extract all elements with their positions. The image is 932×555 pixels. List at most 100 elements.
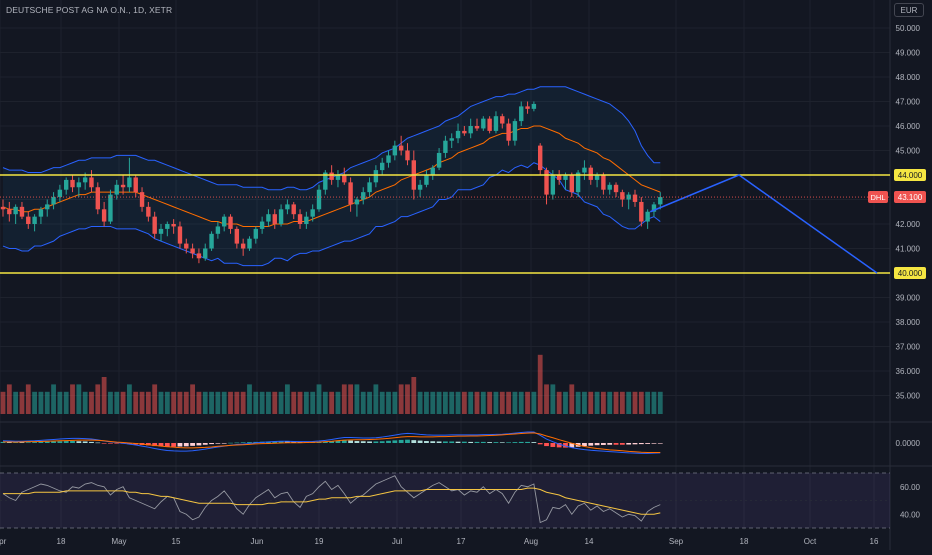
volume-bar [392,391,398,414]
candle-body [108,194,113,222]
candle-body [512,121,518,141]
volume-bar [417,391,423,414]
time-axis-label: Sep [669,537,684,546]
volume-bar [285,384,290,414]
volume-bar [38,391,44,414]
time-axis-label: Jul [392,537,402,546]
symbol-title[interactable]: DEUTSCHE POST AG NA O.N., 1D, XETR [6,5,173,15]
macd-histogram-bar [57,441,63,443]
projection-path [649,174,878,274]
volume-bar [367,391,372,414]
macd-histogram-bar [487,442,493,443]
price-axis-label: 38.000 [896,318,921,327]
volume-bar [101,377,107,414]
macd-histogram-bar [607,443,613,445]
volume-bar [544,384,549,414]
macd-histogram-bar [379,441,385,443]
candle-body [632,194,638,202]
candle-body [95,187,100,210]
volume-bar [455,391,461,414]
price-axis-label: 42.000 [896,220,921,229]
candle-body [133,177,138,193]
volume-bar [354,384,360,414]
candle-body [468,126,473,134]
macd-histogram-bar [348,440,353,443]
volume-bar [202,391,208,414]
macd-histogram-bar [32,442,37,443]
macd-histogram-bar [209,443,214,445]
volume-bar [335,391,341,414]
candle-body [209,233,214,249]
volume-bar [537,354,543,414]
candle-body [215,226,221,234]
volume-bar [601,391,606,414]
bollinger-lower [2,162,661,267]
current-price-label: 43.100 [898,193,923,202]
volume-bar [13,391,19,414]
macd-histogram-bar [145,443,151,446]
price-axis-label: 47.000 [896,98,921,107]
macd-histogram-bar [417,440,423,443]
macd-histogram-bar [278,441,284,443]
volume-bar [632,391,638,414]
volume-bar [278,391,284,414]
candle-body [449,138,454,141]
macd-histogram-bar [632,443,638,445]
candle-body [316,189,322,210]
level-label-bg [894,267,926,279]
volume-bar [613,391,619,414]
candle-body [430,167,435,175]
volume-bar [563,391,568,414]
candle-body [493,116,499,131]
volume-bar [329,391,335,414]
candle-body [0,206,6,210]
candle-body [607,184,612,190]
macd-histogram-bar [657,443,663,444]
volume-bar [487,391,493,414]
candle-body [582,167,587,173]
volume-bar [310,391,316,414]
rsi-axis-label: 60.00 [900,483,921,492]
candle-body [405,150,410,161]
price-axis-label: 36.000 [896,367,921,376]
volume-bar [506,391,511,414]
price-axis-label: 48.000 [896,73,921,82]
macd-histogram-bar [411,440,417,443]
candle-body [645,211,650,222]
macd-histogram-bar [89,441,94,443]
volume-bar [95,384,101,414]
macd-histogram-bar [582,443,587,447]
price-label-bg [894,191,926,204]
candle-body [171,224,176,227]
candle-body [310,209,315,217]
volume-bar [152,384,158,414]
macd-histogram-bar [405,439,410,443]
volume-bar [272,391,278,414]
macd-histogram-bar [38,441,44,443]
volume-bar [480,391,486,414]
volume-bar [82,391,88,414]
candle-body [45,204,50,210]
macd-histogram-bar [164,443,170,447]
volume-bar [588,391,594,414]
candle-body [455,130,461,139]
price-axis-label: 50.000 [896,24,921,33]
macd-histogram-bar [114,443,120,444]
candle-body [342,175,347,183]
macd-histogram-bar [550,443,556,447]
ticker-label: DHL [870,193,885,202]
volume-bar [474,391,480,414]
macd-histogram-bar [474,441,480,443]
currency-button[interactable]: EUR [894,3,924,17]
candle-body [38,209,44,217]
candle-body [556,175,562,180]
macd-histogram-bar [215,443,221,444]
macd-histogram-bar [19,442,25,443]
volume-bar [145,391,151,414]
volume-bar [468,391,474,414]
volume-bar [57,391,63,414]
volume-bar [196,391,202,414]
macd-histogram-bar [493,442,499,443]
